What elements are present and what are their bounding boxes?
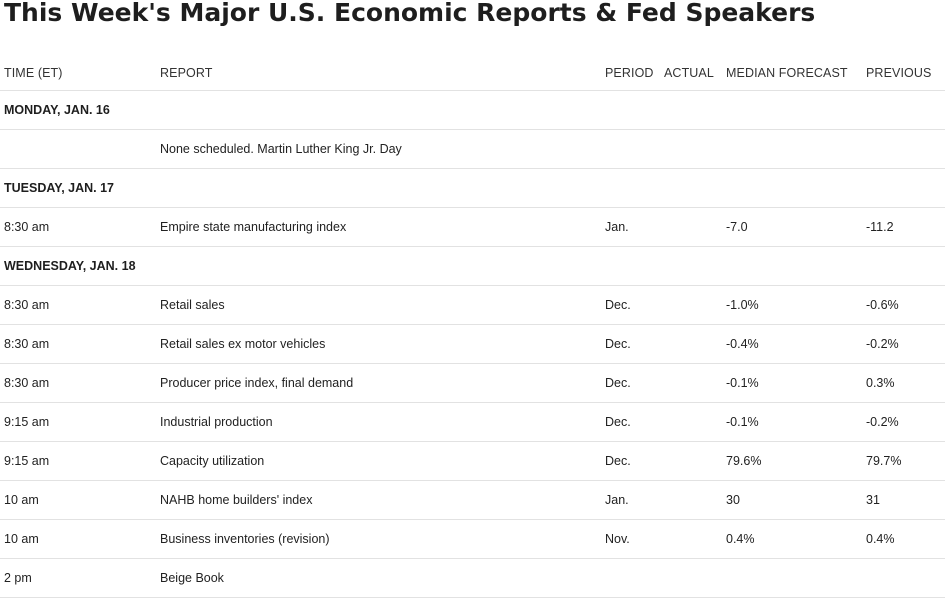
cell-actual bbox=[660, 402, 722, 442]
day-header-row: TUESDAY, JAN. 17 bbox=[0, 168, 945, 208]
cell-median-forecast bbox=[722, 129, 862, 169]
cell-actual bbox=[660, 480, 722, 520]
cell-period: Dec. bbox=[601, 441, 660, 481]
header-report: REPORT bbox=[156, 56, 601, 91]
cell-period: Dec. bbox=[601, 363, 660, 403]
header-time: TIME (ET) bbox=[0, 56, 156, 91]
cell-median-forecast: -7.0 bbox=[722, 207, 862, 247]
cell-time: 8:30 am bbox=[0, 363, 156, 403]
cell-time: 8:30 am bbox=[0, 285, 156, 325]
cell-period: Dec. bbox=[601, 402, 660, 442]
cell-period bbox=[601, 129, 660, 169]
cell-period: Nov. bbox=[601, 519, 660, 559]
cell-median-forecast: 30 bbox=[722, 480, 862, 520]
table-row: None scheduled. Martin Luther King Jr. D… bbox=[0, 129, 945, 169]
cell-report: Beige Book bbox=[156, 558, 601, 598]
cell-median-forecast: 0.4% bbox=[722, 519, 862, 559]
day-header-row: MONDAY, JAN. 16 bbox=[0, 90, 945, 130]
cell-period: Dec. bbox=[601, 324, 660, 364]
cell-time: 9:15 am bbox=[0, 441, 156, 481]
page-title: This Week's Major U.S. Economic Reports … bbox=[4, 0, 816, 27]
header-median-forecast: MEDIAN FORECAST bbox=[722, 56, 862, 91]
cell-previous: 0.4% bbox=[862, 519, 945, 559]
cell-previous: -0.2% bbox=[862, 402, 945, 442]
cell-median-forecast: -1.0% bbox=[722, 285, 862, 325]
cell-actual bbox=[660, 207, 722, 247]
cell-report: Producer price index, final demand bbox=[156, 363, 601, 403]
table-row: 10 am Business inventories (revision) Nov.… bbox=[0, 519, 945, 559]
cell-actual bbox=[660, 324, 722, 364]
cell-time: 8:30 am bbox=[0, 324, 156, 364]
cell-period: Dec. bbox=[601, 285, 660, 325]
cell-period: Jan. bbox=[601, 480, 660, 520]
cell-time bbox=[0, 129, 156, 169]
header-actual: ACTUAL bbox=[660, 56, 722, 91]
cell-actual bbox=[660, 285, 722, 325]
economic-calendar-table: TIME (ET) REPORT PERIOD ACTUAL MEDIAN FO… bbox=[0, 56, 945, 598]
cell-median-forecast: 79.6% bbox=[722, 441, 862, 481]
cell-period bbox=[601, 558, 660, 598]
day-label: TUESDAY, JAN. 17 bbox=[0, 168, 945, 208]
cell-actual bbox=[660, 129, 722, 169]
table-row: 8:30 am Retail sales Dec. -1.0% -0.6% bbox=[0, 285, 945, 325]
day-label: MONDAY, JAN. 16 bbox=[0, 90, 945, 130]
cell-report: Empire state manufacturing index bbox=[156, 207, 601, 247]
cell-time: 8:30 am bbox=[0, 207, 156, 247]
cell-report: Industrial production bbox=[156, 402, 601, 442]
cell-previous bbox=[862, 558, 945, 598]
cell-previous: -0.6% bbox=[862, 285, 945, 325]
cell-actual bbox=[660, 519, 722, 559]
table-row: 9:15 am Industrial production Dec. -0.1% -0.… bbox=[0, 402, 945, 442]
cell-actual bbox=[660, 363, 722, 403]
cell-previous: 0.3% bbox=[862, 363, 945, 403]
cell-median-forecast bbox=[722, 558, 862, 598]
cell-report: Retail sales bbox=[156, 285, 601, 325]
cell-previous bbox=[862, 129, 945, 169]
cell-previous: 79.7% bbox=[862, 441, 945, 481]
cell-actual bbox=[660, 558, 722, 598]
cell-previous: -0.2% bbox=[862, 324, 945, 364]
cell-report: Business inventories (revision) bbox=[156, 519, 601, 559]
table-row: 9:15 am Capacity utilization Dec. 79.6% 79.7… bbox=[0, 441, 945, 481]
cell-median-forecast: -0.1% bbox=[722, 402, 862, 442]
cell-report: Capacity utilization bbox=[156, 441, 601, 481]
cell-actual bbox=[660, 441, 722, 481]
table-header-row: TIME (ET) REPORT PERIOD ACTUAL MEDIAN FO… bbox=[0, 56, 945, 91]
cell-time: 10 am bbox=[0, 519, 156, 559]
day-label: WEDNESDAY, JAN. 18 bbox=[0, 246, 945, 286]
cell-report: Retail sales ex motor vehicles bbox=[156, 324, 601, 364]
cell-median-forecast: -0.1% bbox=[722, 363, 862, 403]
table-row: 8:30 am Retail sales ex motor vehicles Dec… bbox=[0, 324, 945, 364]
cell-median-forecast: -0.4% bbox=[722, 324, 862, 364]
cell-report: None scheduled. Martin Luther King Jr. D… bbox=[156, 129, 601, 169]
cell-time: 10 am bbox=[0, 480, 156, 520]
header-period: PERIOD bbox=[601, 56, 660, 91]
day-header-row: WEDNESDAY, JAN. 18 bbox=[0, 246, 945, 286]
table-row: 8:30 am Producer price index, final deman… bbox=[0, 363, 945, 403]
table-body: MONDAY, JAN. 16 None scheduled. Martin Lu… bbox=[0, 90, 945, 598]
cell-previous: 31 bbox=[862, 480, 945, 520]
cell-report: NAHB home builders' index bbox=[156, 480, 601, 520]
cell-previous: -11.2 bbox=[862, 207, 945, 247]
cell-period: Jan. bbox=[601, 207, 660, 247]
cell-time: 9:15 am bbox=[0, 402, 156, 442]
table-row: 2 pm Beige Book bbox=[0, 558, 945, 598]
table-row: 10 am NAHB home builders' index Jan. 30 31 bbox=[0, 480, 945, 520]
table-row: 8:30 am Empire state manufacturing index J… bbox=[0, 207, 945, 247]
header-previous: PREVIOUS bbox=[862, 56, 945, 91]
cell-time: 2 pm bbox=[0, 558, 156, 598]
